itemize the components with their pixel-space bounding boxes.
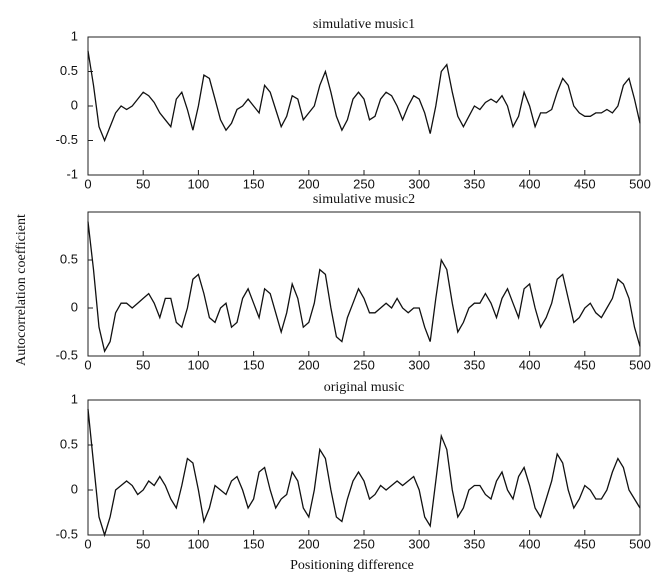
x-tick-label: 50 bbox=[136, 357, 150, 372]
x-tick-label: 100 bbox=[188, 536, 210, 551]
y-tick-label: 1 bbox=[71, 391, 78, 406]
x-tick-label: 150 bbox=[243, 176, 265, 191]
y-tick-label: -0.5 bbox=[56, 526, 78, 541]
x-tick-label: 450 bbox=[574, 536, 596, 551]
y-tick-label: -0.5 bbox=[56, 132, 78, 147]
data-line bbox=[87, 221, 641, 353]
x-tick-label: 350 bbox=[464, 176, 486, 191]
data-line bbox=[87, 408, 641, 538]
x-tick-label: 150 bbox=[243, 357, 265, 372]
x-tick-label: 150 bbox=[243, 536, 265, 551]
x-tick-label: 0 bbox=[84, 357, 91, 372]
x-tick-label: 0 bbox=[84, 536, 91, 551]
x-tick-label: 0 bbox=[84, 176, 91, 191]
x-tick-label: 300 bbox=[408, 536, 430, 551]
x-tick-label: 450 bbox=[574, 176, 596, 191]
x-tick-label: 500 bbox=[629, 357, 651, 372]
y-tick-label: -1 bbox=[66, 166, 78, 181]
x-tick-label: 50 bbox=[136, 176, 150, 191]
x-tick-label: 50 bbox=[136, 536, 150, 551]
y-tick-label: 0.5 bbox=[60, 436, 78, 451]
x-tick-label: 250 bbox=[353, 357, 375, 372]
x-tick-label: 350 bbox=[464, 357, 486, 372]
subplot-title: simulative music1 bbox=[313, 17, 415, 32]
x-tick-label: 400 bbox=[519, 536, 541, 551]
y-tick-label: 0 bbox=[71, 299, 78, 314]
x-tick-label: 200 bbox=[298, 357, 320, 372]
plot-frame bbox=[87, 399, 641, 536]
plot-frame bbox=[87, 211, 641, 357]
x-tick-label: 200 bbox=[298, 536, 320, 551]
x-tick-label: 400 bbox=[519, 176, 541, 191]
x-tick-label: 350 bbox=[464, 536, 486, 551]
x-tick-label: 300 bbox=[408, 357, 430, 372]
subplot-title: simulative music2 bbox=[313, 192, 415, 207]
x-axis-label: Positioning difference bbox=[290, 558, 414, 573]
y-tick-label: 1 bbox=[71, 28, 78, 43]
y-tick-label: 0.5 bbox=[60, 63, 78, 78]
y-tick-label: 0.5 bbox=[60, 251, 78, 266]
x-tick-label: 250 bbox=[353, 536, 375, 551]
x-tick-label: 400 bbox=[519, 357, 541, 372]
x-tick-label: 500 bbox=[629, 176, 651, 191]
x-tick-label: 450 bbox=[574, 357, 596, 372]
x-tick-label: 500 bbox=[629, 536, 651, 551]
x-tick-label: 100 bbox=[188, 357, 210, 372]
y-tick-label: 0 bbox=[71, 481, 78, 496]
x-tick-label: 100 bbox=[188, 176, 210, 191]
subplot-title: original music bbox=[324, 380, 405, 395]
x-tick-label: 300 bbox=[408, 176, 430, 191]
data-line bbox=[87, 50, 641, 143]
y-tick-label: -0.5 bbox=[56, 347, 78, 362]
y-axis-label: Autocorrelation coefficient bbox=[14, 214, 29, 366]
y-tick-label: 0 bbox=[71, 97, 78, 112]
x-tick-label: 200 bbox=[298, 176, 320, 191]
x-tick-label: 250 bbox=[353, 176, 375, 191]
plot-frame bbox=[87, 36, 641, 176]
